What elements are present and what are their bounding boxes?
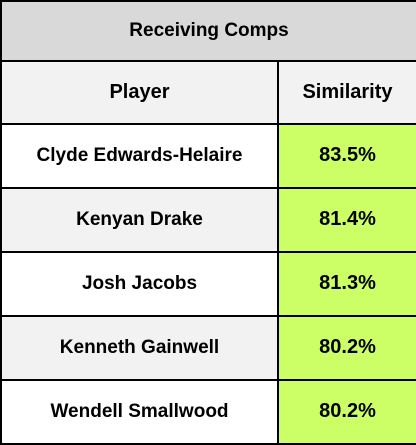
header-row: Player Similarity — [0, 59, 416, 125]
title-row: Receiving Comps — [0, 0, 416, 62]
similarity-cell: 80.2% — [277, 378, 416, 445]
table-row: Kenyan Drake 81.4% — [0, 186, 416, 253]
similarity-cell: 81.3% — [277, 250, 416, 317]
table-row: Clyde Edwards-Helaire 83.5% — [0, 122, 416, 189]
table-title: Receiving Comps — [0, 0, 416, 62]
player-name-cell: Kenneth Gainwell — [0, 314, 279, 381]
similarity-cell: 81.4% — [277, 186, 416, 253]
table-row: Kenneth Gainwell 80.2% — [0, 314, 416, 381]
similarity-cell: 80.2% — [277, 314, 416, 381]
similarity-cell: 83.5% — [277, 122, 416, 189]
column-header-similarity: Similarity — [277, 59, 416, 125]
column-header-player: Player — [0, 59, 279, 125]
player-name-cell: Clyde Edwards-Helaire — [0, 122, 279, 189]
player-name-cell: Kenyan Drake — [0, 186, 279, 253]
table-row: Josh Jacobs 81.3% — [0, 250, 416, 317]
table-row: Wendell Smallwood 80.2% — [0, 378, 416, 445]
player-name-cell: Wendell Smallwood — [0, 378, 279, 445]
player-name-cell: Josh Jacobs — [0, 250, 279, 317]
